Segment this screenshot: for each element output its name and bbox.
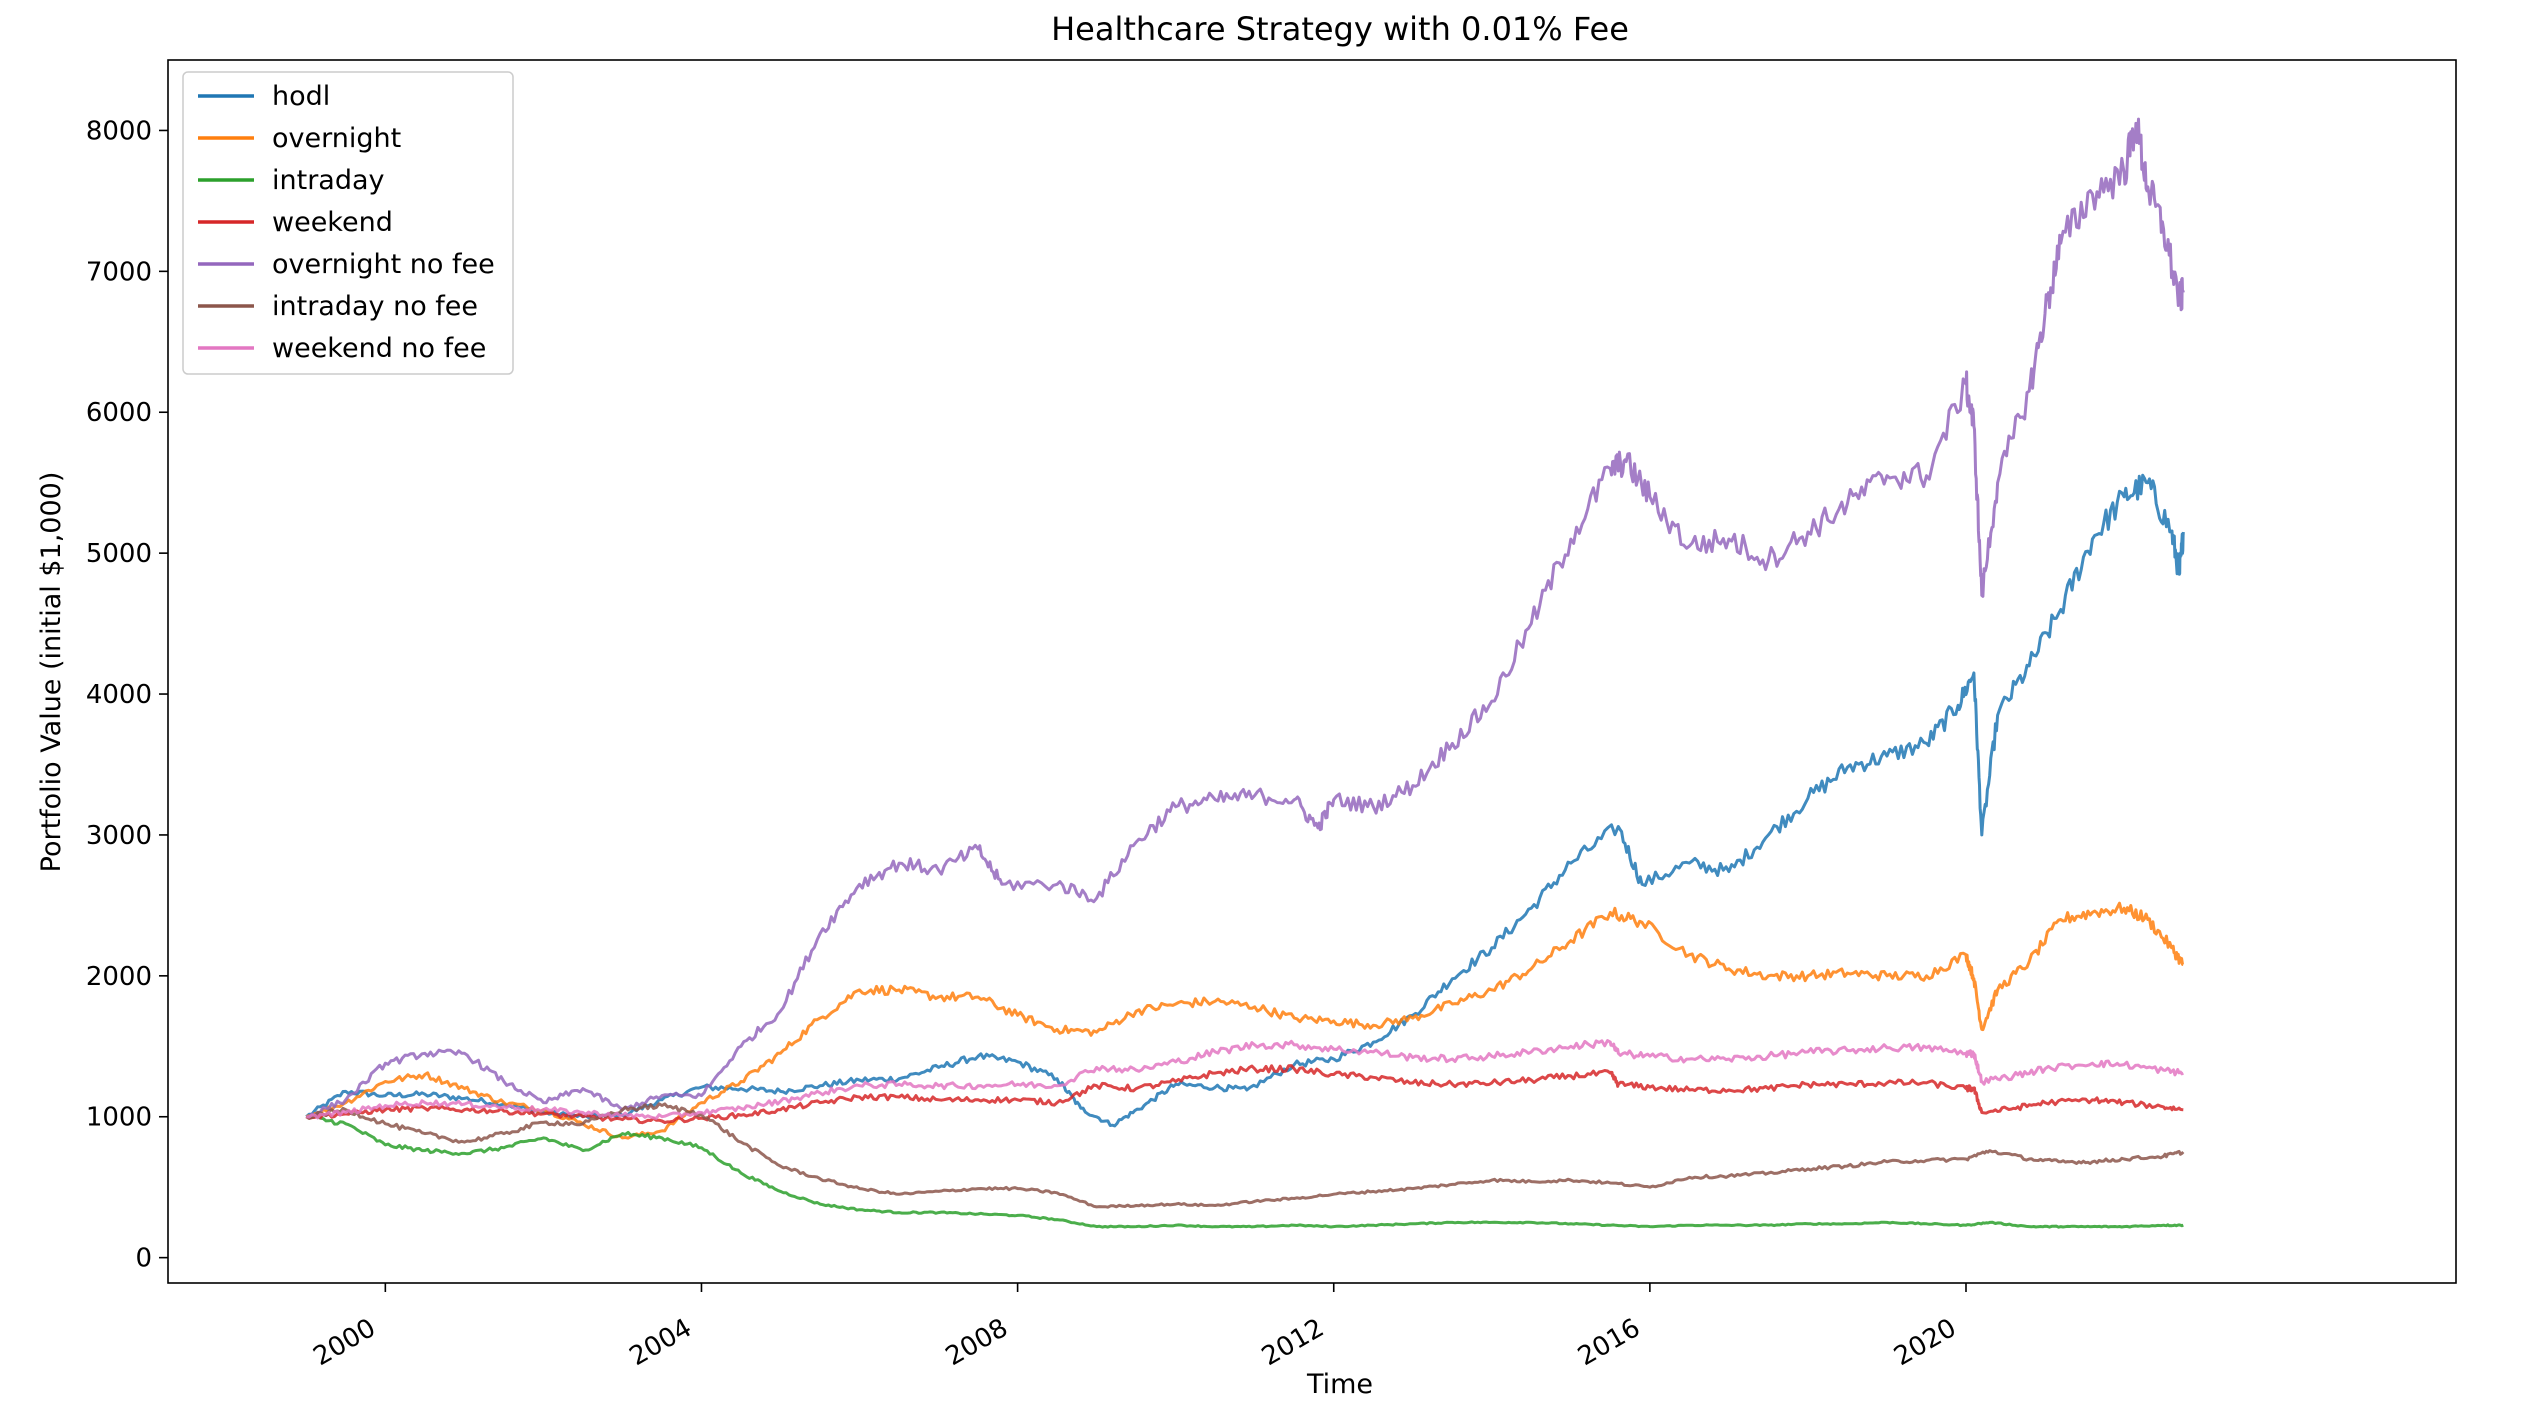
plot-lines (305, 117, 2185, 1229)
y-tick-label: 1000 (86, 1103, 152, 1133)
series-line-weekend-no-fee (306, 1039, 2184, 1120)
plot-area-frame (167, 59, 2457, 1284)
legend-label-weekend-no-fee: weekend no fee (272, 333, 486, 364)
series-line-intraday-no-fee (305, 1102, 2185, 1209)
y-tick-label: 2000 (86, 962, 152, 992)
y-tick-label: 5000 (86, 539, 152, 569)
series-line-intraday (305, 1115, 2184, 1229)
legend-label-hodl: hodl (272, 81, 330, 112)
legend-label-overnight-no-fee: overnight no fee (272, 249, 495, 280)
legend-label-intraday-no-fee: intraday no fee (272, 291, 478, 322)
y-tick-label: 4000 (86, 680, 152, 710)
y-tick-label: 3000 (86, 821, 152, 851)
series-line-weekend (305, 1064, 2184, 1125)
y-tick-label: 6000 (86, 398, 152, 428)
y-axis-title: Portfolio Value (initial $1,000) (36, 472, 67, 873)
legend: hodl overnight intraday weekend overnight no… (182, 71, 514, 375)
legend-label-intraday: intraday (272, 165, 385, 196)
legend-box (182, 71, 514, 375)
y-tick-label: 7000 (86, 257, 152, 287)
chart-title: Healthcare Strategy with 0.01% Fee (1051, 10, 1629, 48)
legend-label-weekend: weekend (272, 207, 393, 238)
legend-label-overnight: overnight (272, 123, 401, 154)
series-line-overnight-no-fee (306, 117, 2185, 1119)
x-axis-title: Time (1306, 1369, 1373, 1400)
series-line-hodl (305, 473, 2185, 1128)
y-tick-label: 8000 (86, 116, 152, 146)
y-axis-ticks: 0 1000 2000 3000 4000 5000 6000 7000 8000 (86, 116, 168, 1274)
y-tick-label: 0 (135, 1244, 152, 1274)
